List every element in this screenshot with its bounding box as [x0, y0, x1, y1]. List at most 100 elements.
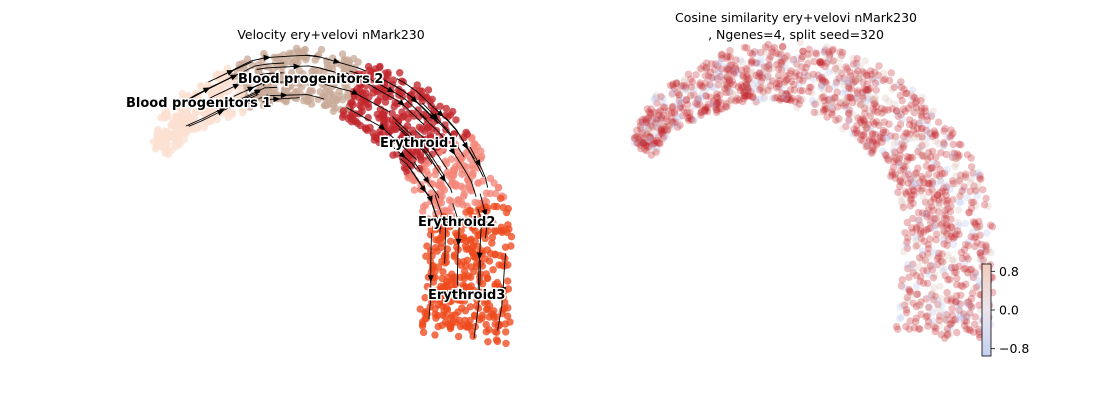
- cosine-point: [834, 116, 842, 124]
- cosine-point: [880, 108, 888, 116]
- cosine-point: [649, 123, 657, 131]
- cosine-point: [828, 108, 836, 117]
- cosine-point: [954, 153, 962, 161]
- cosine-point: [897, 282, 906, 290]
- cosine-point: [970, 234, 978, 242]
- cosine-point: [872, 102, 880, 111]
- cosine-point: [955, 316, 963, 324]
- cosine-point: [921, 256, 930, 264]
- cosine-point: [947, 263, 956, 272]
- cosine-point: [845, 76, 853, 84]
- cosine-point: [909, 214, 917, 223]
- cosine-point: [818, 58, 827, 66]
- cosine-point: [865, 123, 873, 131]
- cosine-point: [768, 48, 776, 56]
- cell-point: [502, 208, 511, 217]
- cosine-point: [925, 303, 933, 312]
- cosine-point: [661, 123, 669, 131]
- cosine-point: [959, 172, 967, 181]
- cosine-point: [725, 74, 733, 82]
- cosine-point: [988, 223, 997, 231]
- cosine-point: [919, 279, 928, 287]
- cosine-point: [923, 152, 931, 160]
- cosine-point: [653, 144, 661, 153]
- cell-point: [482, 328, 490, 336]
- cosine-point: [910, 109, 918, 117]
- cosine-point: [642, 131, 650, 140]
- cosine-point: [669, 102, 677, 111]
- cosine-point: [908, 224, 916, 232]
- cosine-point: [636, 118, 644, 126]
- cosine-point: [662, 133, 670, 141]
- cosine-point: [788, 94, 796, 102]
- cosine-point: [872, 86, 880, 94]
- cosine-point: [901, 188, 910, 196]
- cosine-point: [916, 325, 924, 333]
- cosine-point: [726, 47, 734, 55]
- cell-point: [454, 196, 463, 204]
- cosine-point: [774, 58, 782, 66]
- cosine-point: [725, 76, 733, 84]
- velocity-arrowhead: [293, 63, 301, 70]
- cosine-point: [764, 62, 773, 71]
- cosine-point: [692, 71, 700, 79]
- cosine-point: [710, 73, 718, 82]
- cosine-point: [928, 308, 937, 317]
- cosine-point: [954, 206, 963, 214]
- cosine-point: [815, 74, 824, 83]
- cell-point: [338, 113, 347, 121]
- cell-point: [320, 81, 328, 89]
- cosine-point: [728, 61, 736, 69]
- cosine-point: [916, 221, 924, 230]
- cosine-point: [907, 263, 915, 271]
- cosine-point: [851, 77, 860, 86]
- cosine-point: [799, 77, 807, 85]
- cosine-point: [933, 160, 941, 168]
- cosine-point: [787, 67, 795, 75]
- cosine-point: [906, 130, 914, 139]
- cosine-point: [703, 103, 712, 112]
- cosine-point: [965, 209, 973, 217]
- cosine-point: [774, 50, 783, 58]
- cosine-point: [966, 301, 974, 309]
- cell-point: [447, 155, 456, 163]
- cell-point: [467, 263, 475, 271]
- cosine-point: [905, 134, 913, 143]
- cosine-point: [859, 78, 867, 87]
- cosine-point: [819, 107, 828, 116]
- cosine-point: [947, 126, 955, 134]
- cell-point: [481, 234, 489, 243]
- cosine-point: [724, 66, 732, 74]
- velocity-arrowhead: [439, 174, 446, 182]
- cell-point: [506, 318, 514, 326]
- cosine-point: [795, 71, 804, 79]
- colorbar-tick-label: 0.0: [999, 303, 1019, 318]
- cosine-point: [742, 64, 750, 73]
- cosine-point: [862, 86, 871, 94]
- cosine-point: [841, 100, 850, 109]
- cosine-point: [977, 256, 986, 264]
- cosine-point: [942, 197, 951, 205]
- cosine-point: [918, 184, 927, 193]
- cosine-point: [864, 120, 872, 128]
- cosine-point: [796, 38, 804, 47]
- cosine-point: [655, 139, 663, 147]
- cell-point: [248, 61, 256, 70]
- cosine-point: [731, 67, 740, 76]
- cosine-point: [759, 88, 767, 96]
- cosine-point: [808, 89, 816, 97]
- cosine-point: [929, 164, 937, 172]
- cosine-point: [832, 78, 841, 87]
- cosine-point: [744, 85, 752, 93]
- cosine-point: [649, 141, 657, 149]
- cosine-point: [824, 96, 832, 105]
- cell-point: [416, 87, 424, 95]
- cosine-point: [912, 302, 921, 311]
- cosine-point: [772, 79, 781, 88]
- cosine-point: [909, 268, 917, 277]
- cell-point: [502, 328, 510, 336]
- cosine-point: [955, 313, 964, 321]
- cosine-point: [784, 95, 792, 103]
- cosine-point: [947, 202, 955, 211]
- cosine-point: [896, 182, 904, 191]
